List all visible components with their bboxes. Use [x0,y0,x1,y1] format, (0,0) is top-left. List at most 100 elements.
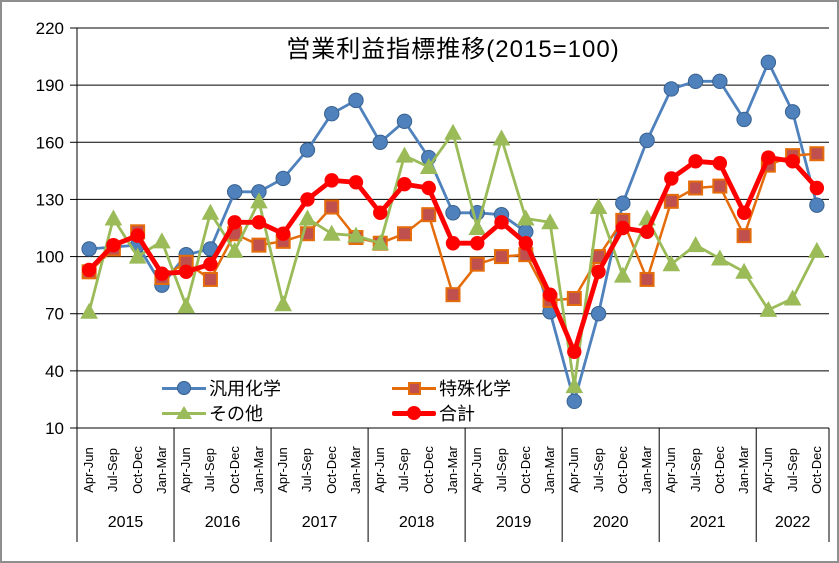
series-marker-hanyo-kagaku [736,111,752,128]
x-axis-quarter-label: Jan-Mar [445,446,460,494]
legend-circle-icon [407,406,421,420]
x-axis-quarter-label: Jul-Sep [784,447,800,493]
x-axis-year-label: 2017 [301,514,338,531]
series-marker-hanyo-kagaku [760,54,777,70]
series-marker-sonota [371,234,390,251]
series-marker-hanyo-kagaku [687,73,704,90]
series-marker-gokei [664,171,679,186]
series-marker-tokushu-kagaku [324,199,340,215]
series-marker-hanyo-kagaku [712,73,728,90]
series-marker-hanyo-kagaku [372,134,388,150]
x-axis-year-label: 2016 [204,514,241,531]
series-marker-sonota [298,209,317,226]
x-axis-quarter-label: Apr-Jun [275,447,291,493]
x-axis-quarter-label: Apr-Jun [81,447,97,493]
series-marker-gokei [809,180,825,196]
series-marker-sonota [104,209,123,226]
x-axis-year-label: 2021 [689,514,726,531]
legend-label: その他 [209,404,263,424]
y-axis-tick-label: 220 [36,19,64,38]
x-axis-year-label: 2020 [592,514,629,531]
x-axis-quarter-label: Apr-Jun [178,447,194,493]
series-marker-gokei [494,215,509,230]
x-axis-quarter-label: Jul-Sep [590,447,606,493]
legend-square-icon [408,382,421,395]
legend-item-hanyo-kagaku: 汎用化学 [162,377,281,399]
legend-label: 合計 [439,404,475,424]
chart-title: 営業利益指標推移(2015=100) [286,36,620,63]
x-axis-quarter-label: Jan-Mar [736,446,752,494]
series-line-hanyo-kagaku [87,60,819,403]
x-axis-quarter-label: Jul-Sep [202,447,218,493]
series-marker-gokei [421,180,436,196]
series-marker-gokei [203,256,218,272]
series-line-tokushu-kagaku [87,152,819,302]
x-axis-quarter-label: Jul-Sep [493,447,509,493]
legend-item-sonota: その他 [162,402,263,424]
series-marker-sonota [444,123,462,140]
series-marker-gokei [518,236,533,251]
x-axis-quarter-label: Oct-Dec [129,446,145,494]
series-marker-tokushu-kagaku [639,271,655,287]
series-marker-tokushu-kagaku [469,256,485,272]
series-marker-hanyo-kagaku [324,106,340,122]
series-marker-gokei [81,262,97,278]
x-axis-quarter-label: Jan-Mar [347,446,363,494]
series-marker-sonota [468,218,487,235]
series-marker-tokushu-kagaku [494,249,510,265]
series-marker-gokei [567,344,582,360]
series-marker-hanyo-kagaku [784,104,801,120]
series-marker-tokushu-kagaku [736,228,752,244]
series-marker-gokei [348,175,364,190]
series-marker-gokei [251,215,267,230]
x-axis-quarter-label: Apr-Jun [469,447,485,493]
series-marker-gokei [761,150,776,165]
series-marker-sonota [613,266,632,283]
x-axis-quarter-label: Jul-Sep [687,447,703,493]
legend-marker-circle-red-icon [392,402,436,424]
series-marker-hanyo-kagaku [348,92,364,109]
x-axis-quarter-label: Jan-Mar [542,446,558,494]
legend-marker-triangle-green-icon [162,402,206,424]
series-marker-sonota [177,297,196,314]
series-marker-gokei [639,224,655,240]
series-marker-sonota [783,289,802,306]
series-marker-gokei [300,192,315,207]
series-marker-hanyo-kagaku [396,113,413,130]
legend-item-tokushu-kagaku: 特殊化学 [392,377,511,399]
series-marker-gokei [178,264,194,280]
legend-label: 特殊化学 [439,379,511,399]
series-marker-tokushu-kagaku [396,226,412,242]
x-axis-quarter-label: Oct-Dec [323,446,339,494]
series-marker-sonota [516,209,535,226]
legend-item-gokei: 合計 [392,402,475,424]
series-marker-sonota [201,203,220,220]
series-marker-hanyo-kagaku [445,205,461,221]
series-marker-hanyo-kagaku [566,393,582,410]
series-marker-tokushu-kagaku [566,290,582,306]
series-marker-tokushu-kagaku [421,207,437,223]
series-marker-gokei [615,220,631,236]
series-marker-gokei [154,266,170,281]
series-marker-sonota [153,232,171,249]
legend-triangle-icon [176,406,192,419]
x-axis-quarter-label: Apr-Jun [372,447,388,493]
series-marker-tokushu-kagaku [663,193,679,209]
x-axis-quarter-label: Oct-Dec [614,446,630,494]
series-marker-hanyo-kagaku [226,184,243,200]
x-axis-quarter-label: Jul-Sep [105,447,121,493]
x-axis-quarter-label: Jan-Mar [153,446,169,494]
series-marker-gokei [712,156,728,171]
x-axis-quarter-label: Jan-Mar [250,446,266,494]
series-marker-gokei [130,228,145,243]
legend-marker-square-orange-icon [392,377,436,399]
series-marker-sonota [274,295,293,312]
series-marker-sonota [662,255,681,272]
y-axis-tick-label: 10 [45,419,64,438]
series-marker-sonota [808,241,826,258]
series-marker-gokei [275,226,291,241]
series-marker-sonota [250,192,268,209]
y-axis-tick-label: 70 [45,305,64,324]
y-axis-tick-label: 160 [36,133,64,152]
series-marker-gokei [591,264,606,280]
